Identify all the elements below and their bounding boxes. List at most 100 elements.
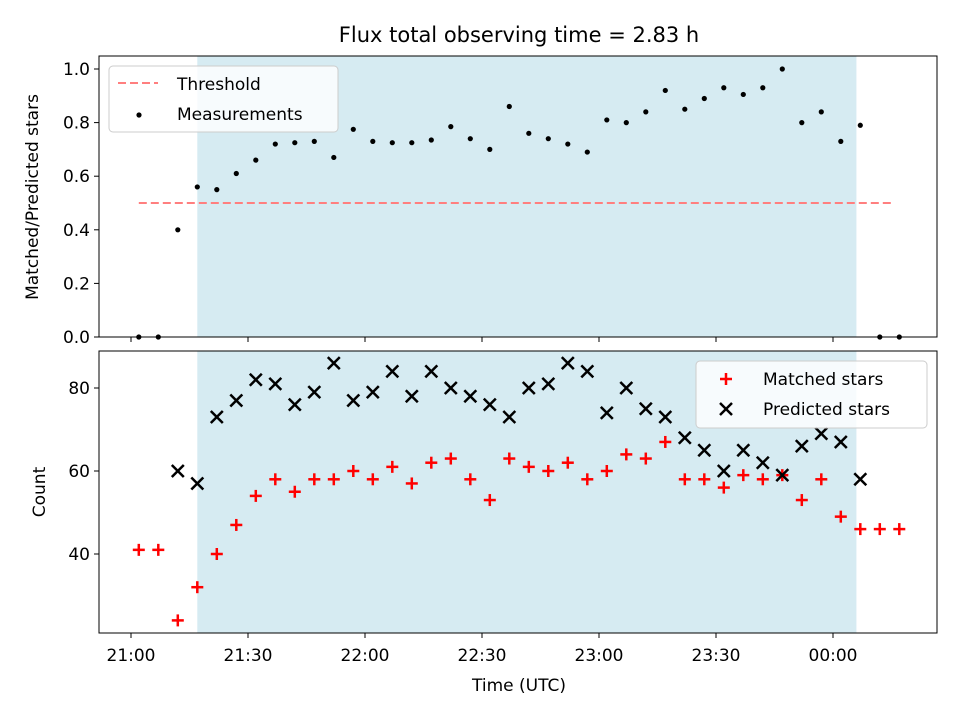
top-legend: Threshold Measurements <box>108 65 339 133</box>
x-tick-label: 23:30 <box>692 646 741 666</box>
top-panel: 0.0 0.2 0.4 0.6 0.8 1.0 Matched/Predicted sta… <box>23 55 938 348</box>
predicted-star-point <box>365 385 380 400</box>
bottom-legend-box <box>695 360 928 429</box>
predicted-star-point <box>580 364 595 379</box>
matched-star-point <box>795 494 808 507</box>
measurement-point <box>740 91 746 98</box>
predicted-stars-points <box>170 356 868 491</box>
matched-star-point <box>815 473 828 486</box>
measurement-point <box>838 138 844 144</box>
matched-star-point <box>386 460 399 473</box>
matched-star-point <box>288 485 301 498</box>
matched-star-point <box>269 473 282 486</box>
measurement-point <box>799 120 805 126</box>
predicted-star-point <box>385 364 400 379</box>
legend-matched-label: Matched stars <box>763 370 883 390</box>
predicted-star-point <box>560 356 575 370</box>
measurement-point <box>545 136 551 142</box>
matched-star-point <box>503 452 516 465</box>
bottom-y-tick-label: 80 <box>68 379 90 399</box>
legend-threshold-label: Threshold <box>176 75 261 95</box>
measurement-point <box>428 137 434 143</box>
predicted-star-point <box>287 397 302 412</box>
top-axes-frame <box>98 55 938 338</box>
measurement-point <box>818 109 824 115</box>
predicted-star-point <box>833 435 848 449</box>
measurement-point <box>565 141 571 147</box>
measurement-point <box>214 187 220 193</box>
legend-predicted-swatch <box>719 402 733 416</box>
measurement-point <box>643 109 649 115</box>
top-y-tick-label: 0.4 <box>63 221 90 241</box>
predicted-star-point <box>248 372 263 387</box>
predicted-star-point <box>619 381 634 395</box>
bottom-y-axis-label: Count <box>30 466 50 517</box>
x-axis-label: Time (UTC) <box>471 676 566 696</box>
measurement-point <box>253 157 259 163</box>
measurement-point <box>272 141 278 147</box>
top-x-tick-marks <box>130 337 834 342</box>
chart-title: Flux total observing time = 2.83 h <box>339 23 699 47</box>
predicted-star-point <box>209 410 224 424</box>
matched-star-point <box>191 581 204 594</box>
matched-star-point <box>522 460 535 473</box>
predicted-star-point <box>677 430 692 445</box>
matched-star-point <box>561 456 574 469</box>
matched-star-point <box>542 465 555 477</box>
legend-matched-swatch <box>720 373 732 385</box>
top-y-tick-label: 0.2 <box>63 274 90 294</box>
measurement-point <box>779 66 785 72</box>
top-y-tick-label: 0.8 <box>63 114 90 134</box>
measurement-point <box>701 95 707 102</box>
measurement-point <box>584 149 590 155</box>
matched-star-point <box>737 469 750 482</box>
measurement-point <box>370 138 376 144</box>
measurement-point <box>604 117 610 123</box>
measurement-point <box>526 130 532 136</box>
matched-star-point <box>620 448 633 461</box>
measurement-point <box>331 154 337 161</box>
matched-star-point <box>756 473 769 486</box>
predicted-star-point <box>170 464 185 478</box>
matched-star-point <box>308 473 321 486</box>
matched-star-point <box>893 523 906 536</box>
matched-star-point <box>425 456 438 469</box>
predicted-star-point <box>307 385 322 400</box>
predicted-star-point <box>638 401 653 416</box>
top-legend-box <box>108 65 339 133</box>
predicted-star-point <box>424 364 439 379</box>
predicted-star-point <box>853 472 868 487</box>
x-tick-label: 23:00 <box>575 646 624 666</box>
measurement-point <box>389 140 395 146</box>
x-tick-label: 22:00 <box>341 646 390 666</box>
matched-star-point <box>581 473 594 486</box>
predicted-star-point <box>814 426 829 441</box>
top-measurement-points <box>136 66 902 340</box>
predicted-star-point <box>190 476 205 491</box>
measurement-point <box>487 146 493 152</box>
legend-predicted-label: Predicted stars <box>763 400 890 420</box>
measurement-point <box>194 184 200 190</box>
measurement-point <box>857 122 863 128</box>
matched-star-point <box>152 543 165 556</box>
predicted-star-point <box>482 397 497 412</box>
bottom-y-tick-label: 40 <box>68 545 90 565</box>
matched-star-point <box>854 523 867 536</box>
matched-star-point <box>678 473 691 486</box>
predicted-star-point <box>736 443 751 458</box>
legend-measurements-swatch <box>136 112 142 118</box>
matched-star-point <box>230 518 243 531</box>
matched-star-point <box>698 473 711 486</box>
bottom-y-axis: 40 60 80 <box>68 379 99 565</box>
measurement-point <box>467 136 473 142</box>
measurement-point <box>409 140 415 146</box>
measurement-point <box>760 85 766 91</box>
matched-star-point <box>600 465 613 477</box>
matched-star-point <box>366 473 379 486</box>
x-tick-label: 22:30 <box>458 646 507 666</box>
matched-star-point <box>132 543 145 556</box>
top-y-tick-label: 0.6 <box>63 167 90 187</box>
top-y-tick-label: 1.0 <box>63 60 90 80</box>
matched-star-point <box>659 435 672 448</box>
predicted-star-point <box>716 464 731 478</box>
